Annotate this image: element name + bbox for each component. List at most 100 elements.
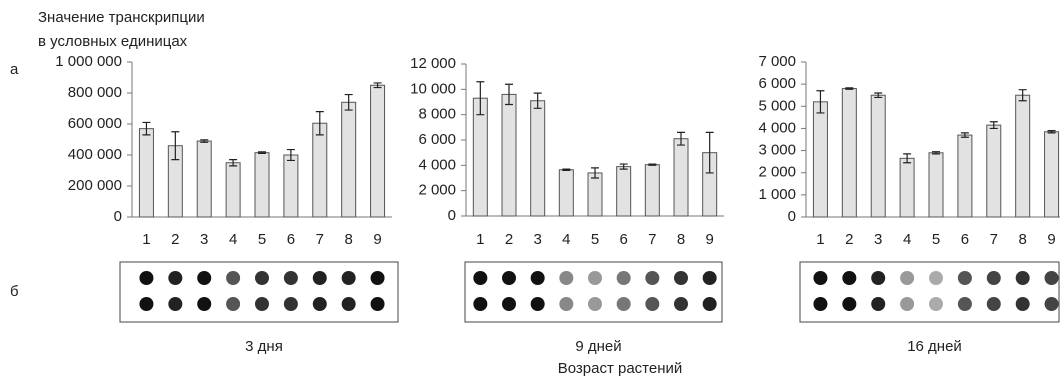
blot-dot bbox=[929, 271, 943, 285]
y-tick-label: 12 000 bbox=[410, 55, 456, 72]
blot-dot bbox=[1045, 297, 1059, 311]
bar bbox=[674, 139, 688, 216]
x-tick-label: 6 bbox=[287, 231, 295, 248]
bar bbox=[371, 85, 385, 217]
x-tick-label: 5 bbox=[932, 231, 940, 248]
y-tick-label: 3 000 bbox=[758, 142, 796, 159]
y-tick-label: 6 000 bbox=[758, 75, 796, 92]
blot-dot bbox=[987, 297, 1001, 311]
x-tick-label: 8 bbox=[1018, 231, 1026, 248]
x-tick-label: 7 bbox=[990, 231, 998, 248]
x-tick-label: 1 bbox=[816, 231, 824, 248]
blot-dot bbox=[871, 297, 885, 311]
blot-dot bbox=[929, 297, 943, 311]
x-tick-label: 3 bbox=[533, 231, 541, 248]
x-axis-label: Возраст растений bbox=[558, 360, 683, 377]
y-tick-label: 0 bbox=[788, 208, 796, 225]
x-tick-label: 1 bbox=[142, 231, 150, 248]
blot-dot bbox=[226, 271, 240, 285]
x-tick-label: 4 bbox=[562, 231, 570, 248]
bar bbox=[645, 165, 659, 216]
bar bbox=[987, 125, 1001, 217]
dot-blot bbox=[465, 262, 722, 322]
blot-dot bbox=[284, 271, 298, 285]
y-tick-label: 10 000 bbox=[410, 80, 456, 97]
x-tick-label: 2 bbox=[505, 231, 513, 248]
blot-dot bbox=[987, 271, 1001, 285]
bar bbox=[842, 89, 856, 217]
y-tick-label: 6 000 bbox=[418, 131, 456, 148]
x-tick-label: 4 bbox=[229, 231, 237, 248]
blot-dot bbox=[342, 271, 356, 285]
blot-dot bbox=[703, 271, 717, 285]
x-tick-label: 3 bbox=[874, 231, 882, 248]
blot-dot bbox=[371, 297, 385, 311]
y-tick-label: 4 000 bbox=[758, 119, 796, 136]
bar bbox=[197, 141, 211, 217]
blot-dot bbox=[197, 271, 211, 285]
bar bbox=[1045, 132, 1059, 217]
blot-dot bbox=[588, 297, 602, 311]
bar bbox=[342, 102, 356, 217]
blot-dot bbox=[1016, 271, 1030, 285]
x-tick-label: 5 bbox=[258, 231, 266, 248]
y-tick-label: 5 000 bbox=[758, 97, 796, 114]
blot-dot bbox=[226, 297, 240, 311]
blot-dot bbox=[958, 271, 972, 285]
blot-dot bbox=[1045, 271, 1059, 285]
blot-dot bbox=[342, 297, 356, 311]
blot-dot bbox=[168, 271, 182, 285]
blot-dot bbox=[473, 297, 487, 311]
bar bbox=[929, 153, 943, 217]
blot-dot bbox=[255, 297, 269, 311]
y-tick-label: 200 000 bbox=[68, 177, 122, 194]
bar bbox=[255, 153, 269, 217]
x-tick-label: 4 bbox=[903, 231, 911, 248]
blot-dot bbox=[871, 271, 885, 285]
dot-blot bbox=[800, 262, 1059, 322]
blot-dot bbox=[313, 271, 327, 285]
blot-dot bbox=[139, 297, 153, 311]
y-tick-label: 0 bbox=[114, 208, 122, 225]
blot-dot bbox=[645, 297, 659, 311]
blot-dot bbox=[645, 271, 659, 285]
panel-label: б bbox=[10, 283, 19, 300]
bar bbox=[226, 163, 240, 217]
bar bbox=[284, 155, 298, 217]
blot-dot bbox=[1016, 297, 1030, 311]
x-tick-label: 6 bbox=[961, 231, 969, 248]
x-tick-label: 3 bbox=[200, 231, 208, 248]
blot-dot bbox=[559, 271, 573, 285]
bar bbox=[559, 170, 573, 216]
x-tick-label: 6 bbox=[619, 231, 627, 248]
bar bbox=[871, 95, 885, 217]
blot-dot bbox=[502, 271, 516, 285]
blot-dot bbox=[559, 297, 573, 311]
blot-dot bbox=[900, 271, 914, 285]
y-axis-label: Значение транскрипции bbox=[38, 9, 205, 26]
bar bbox=[958, 135, 972, 217]
x-tick-label: 8 bbox=[344, 231, 352, 248]
x-tick-label: 9 bbox=[373, 231, 381, 248]
x-tick-label: 7 bbox=[648, 231, 656, 248]
y-tick-label: 600 000 bbox=[68, 115, 122, 132]
blot-dot bbox=[617, 297, 631, 311]
x-tick-label: 2 bbox=[845, 231, 853, 248]
blot-dot bbox=[139, 271, 153, 285]
y-tick-label: 7 000 bbox=[758, 53, 796, 70]
y-tick-label: 1 000 000 bbox=[55, 53, 122, 70]
bar bbox=[502, 94, 516, 216]
blot-dot bbox=[502, 297, 516, 311]
x-tick-label: 5 bbox=[591, 231, 599, 248]
blot-dot bbox=[674, 297, 688, 311]
blot-dot bbox=[473, 271, 487, 285]
blot-dot bbox=[900, 297, 914, 311]
blot-dot bbox=[813, 271, 827, 285]
y-tick-label: 800 000 bbox=[68, 84, 122, 101]
blot-dot bbox=[588, 271, 602, 285]
blot-dot bbox=[197, 297, 211, 311]
blot-dot bbox=[531, 297, 545, 311]
x-tick-label: 2 bbox=[171, 231, 179, 248]
dot-blot bbox=[120, 262, 398, 322]
panel-label: а bbox=[10, 61, 19, 78]
